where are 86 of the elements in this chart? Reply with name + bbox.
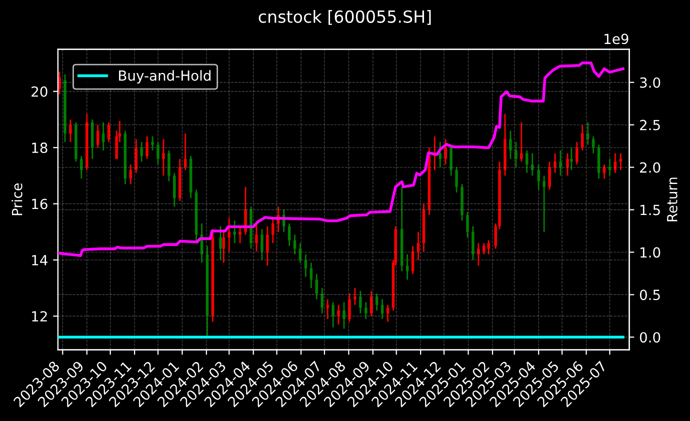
candlestick: [526, 150, 528, 174]
candlestick: [107, 122, 110, 143]
legend-label: Buy-and-Hold: [119, 70, 210, 84]
candlestick: [455, 166, 458, 194]
candlestick: [244, 186, 247, 236]
candlestick: [576, 141, 578, 166]
candlestick: [614, 152, 617, 174]
candlestick: [134, 138, 138, 174]
y-tick-label: 18: [32, 142, 48, 154]
candlestick: [168, 150, 170, 182]
candlestick: [80, 155, 83, 180]
candlestick: [140, 141, 143, 162]
candlestick: [342, 301, 346, 330]
candlestick: [260, 228, 264, 261]
candlestick: [509, 130, 512, 160]
candlestick: [472, 226, 474, 261]
candlestick: [531, 152, 534, 176]
candlestick: [238, 226, 242, 244]
candlestick: [477, 242, 480, 266]
y2-tick-label: 0.5: [640, 290, 660, 300]
candlestick: [337, 304, 340, 326]
y-tick-label: 12: [32, 311, 47, 322]
candlestick: [304, 254, 308, 278]
candlestick: [320, 287, 324, 314]
chart-title: cnstock [600055.SH]: [258, 10, 431, 25]
candlestick: [602, 164, 606, 180]
candlestick: [411, 245, 414, 275]
candlestick: [272, 217, 274, 244]
candlestick: [102, 122, 105, 152]
y-axis-title: Price: [12, 183, 22, 216]
candlestick: [69, 118, 72, 143]
candlestick: [364, 301, 368, 320]
candlestick: [326, 298, 329, 320]
candlestick: [406, 254, 409, 280]
y-tick-label: 20: [32, 86, 48, 97]
candlestick: [354, 287, 356, 306]
candlestick: [581, 124, 584, 152]
candlestick: [156, 141, 160, 166]
candlestick: [514, 141, 518, 168]
candlestick: [348, 292, 351, 322]
candlestick: [96, 124, 100, 148]
candlestick: [173, 172, 176, 208]
y-tick-label: 14: [32, 255, 48, 266]
candlestick: [332, 301, 334, 328]
y2-axis-title: Return: [667, 178, 678, 222]
candlestick: [380, 298, 384, 320]
candlestick: [466, 212, 469, 238]
candlestick: [233, 220, 236, 244]
y2-tick-label: 0.0: [640, 332, 660, 343]
candlestick: [608, 158, 612, 176]
candlestick: [559, 150, 562, 176]
candlestick: [151, 136, 154, 152]
candlestick: [219, 226, 222, 261]
y2-tick-label: 3.0: [640, 77, 660, 88]
candlestick: [386, 304, 390, 322]
candlestick: [370, 290, 373, 317]
candlestick: [520, 122, 523, 162]
y2-tick-label: 1.0: [640, 247, 660, 258]
candlestick: [129, 164, 132, 185]
candlestick: [359, 290, 362, 314]
candlestick: [288, 222, 291, 247]
candlestick: [537, 164, 540, 190]
candlestick: [592, 136, 595, 154]
candlestick: [255, 222, 258, 252]
candlestick: [162, 138, 165, 176]
candlestick: [315, 273, 318, 300]
candlestick: [228, 217, 230, 252]
candlestick: [586, 122, 590, 146]
candlestick: [570, 146, 573, 171]
candlestick: [375, 292, 378, 312]
candlestick: [542, 174, 546, 233]
candlestick: [548, 160, 551, 190]
y2-tick-label: 2.5: [640, 120, 660, 130]
y2-tick-label: 2.0: [640, 162, 660, 173]
candlestick: [554, 152, 556, 174]
line-series: [58, 61, 624, 257]
candlestick: [438, 141, 442, 168]
candlestick: [266, 226, 269, 266]
y2-tick-label: 1.5: [640, 204, 660, 216]
candlestick: [416, 231, 420, 261]
candlestick: [444, 138, 447, 166]
candlestick: [566, 152, 569, 176]
text: 1e9: [604, 34, 628, 44]
y-tick-label: 16: [32, 198, 48, 210]
candlestick: [146, 136, 148, 160]
candlestick: [298, 242, 302, 264]
